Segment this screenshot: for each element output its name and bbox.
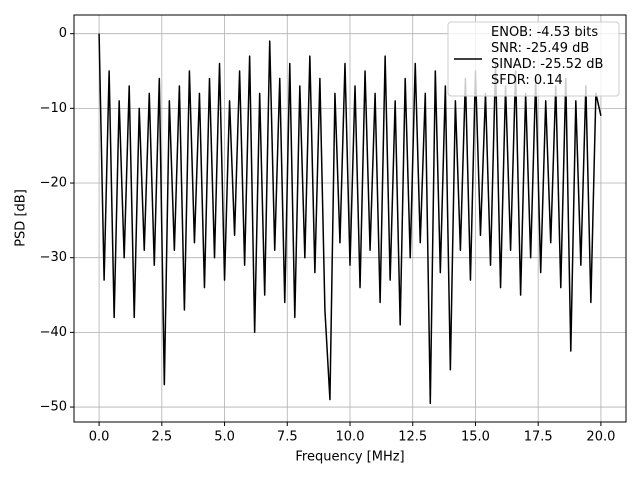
y-tick-label: −10 xyxy=(40,101,67,116)
x-axis-label: Frequency [MHz] xyxy=(295,450,404,465)
legend-box xyxy=(447,21,620,97)
ticks: 0.0 2.5 5.0 7.5 10.0 12.5 15.0 17.5 20.0 −50 −40 −3… xyxy=(40,26,616,444)
y-tick-label: −20 xyxy=(40,176,67,191)
legend-label: ENOB: -4.53 bits SNR: -25.49 dB SINAD: -… xyxy=(491,25,604,88)
y-axis-label: PSD [dB] xyxy=(14,189,29,247)
x-tick-label: 20.0 xyxy=(586,430,615,445)
psd-line xyxy=(98,33,602,405)
x-tick-label: 10.0 xyxy=(336,430,365,445)
x-tick-label: 5.0 xyxy=(214,430,235,445)
plot-area xyxy=(98,33,602,405)
x-tick-label: 17.5 xyxy=(524,430,553,445)
legend xyxy=(447,21,620,97)
y-tick-label: 0 xyxy=(59,26,67,41)
x-tick-label: 2.5 xyxy=(151,430,172,445)
x-tick-label: 12.5 xyxy=(398,430,427,445)
y-tick-label: −40 xyxy=(40,325,67,340)
y-tick-label: −30 xyxy=(40,250,67,265)
x-tick-label: 15.0 xyxy=(461,430,490,445)
x-tick-label: 7.5 xyxy=(277,430,298,445)
x-tick-label: 0.0 xyxy=(89,430,110,445)
y-tick-label: −50 xyxy=(40,400,67,415)
